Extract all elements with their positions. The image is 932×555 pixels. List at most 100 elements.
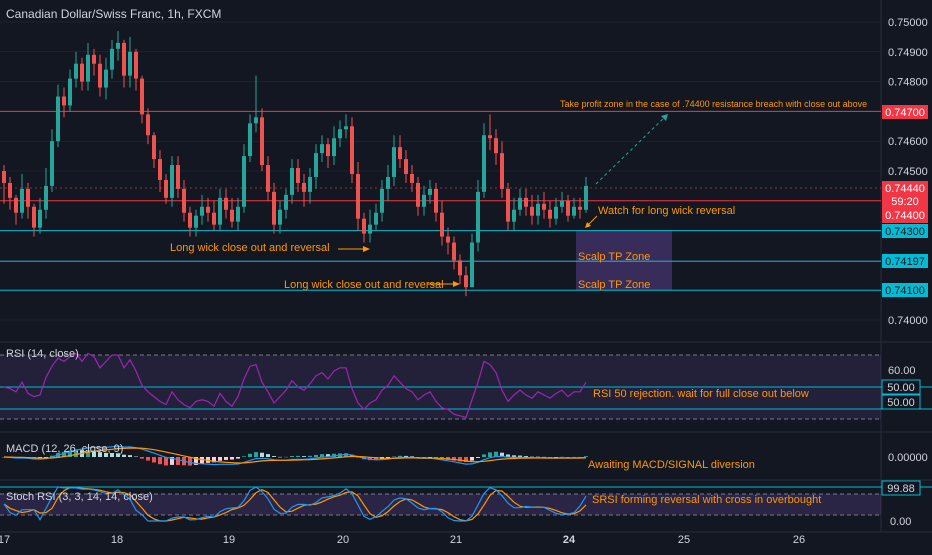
macd-bar [50, 455, 54, 457]
candle-body [68, 78, 72, 106]
candle-body [362, 218, 366, 234]
macd-bar [536, 456, 540, 458]
candle-body [194, 215, 198, 228]
badge-level-top: 0.74700 [882, 105, 928, 119]
candle-body [218, 197, 222, 225]
macd-bar [518, 455, 522, 457]
candle-body [170, 165, 174, 198]
candle-body [404, 159, 408, 174]
macd-bar [212, 457, 216, 463]
svg-text:0.74197: 0.74197 [885, 256, 925, 268]
candle-body [296, 168, 300, 183]
candle-body [284, 194, 288, 210]
candle-body [86, 54, 90, 82]
time-tick-label: 18 [111, 534, 123, 546]
candle-body [470, 242, 474, 288]
candle-body [290, 168, 294, 195]
macd-bar [122, 454, 126, 457]
candle-body [344, 126, 348, 130]
macd-bar [476, 457, 480, 458]
candlestick-series [2, 30, 588, 297]
price-tick-label: 0.74500 [888, 166, 928, 178]
time-tick-label: 19 [223, 534, 235, 546]
long-wick-arrowhead-2 [453, 281, 460, 287]
candle-body [572, 206, 576, 216]
candle-body [182, 188, 186, 213]
macd-bar [170, 457, 174, 465]
time-tick-label: 25 [678, 534, 690, 546]
candle-body [368, 224, 372, 234]
macd-bar [500, 452, 504, 457]
macd-bar [290, 455, 294, 457]
candle-body [386, 176, 390, 189]
macd-bar [374, 457, 378, 461]
macd-bar [188, 457, 192, 466]
candle-body [416, 182, 420, 207]
rsi-annotation: RSI 50 rejection. wait for full close ou… [593, 388, 809, 400]
candle-body [236, 206, 240, 222]
candle-body [224, 197, 228, 210]
macd-bar [104, 452, 108, 457]
candle-body [140, 78, 144, 115]
macd-bar [542, 456, 546, 458]
macd-bar [524, 456, 528, 457]
candle-body [128, 51, 132, 76]
candle-body [338, 129, 342, 139]
macd-bar [554, 457, 558, 458]
stoch-annotation: SRSI forming reversal with cross in over… [592, 494, 821, 506]
candle-body [308, 176, 312, 192]
rsi-line [3, 352, 587, 419]
candle-body [494, 138, 498, 154]
macd-bar [584, 456, 588, 457]
macd-line [3, 445, 587, 466]
candle-body [8, 182, 12, 198]
macd-bar [392, 456, 396, 458]
svg-text:0.74440: 0.74440 [885, 183, 925, 195]
macd-bar [92, 450, 96, 457]
macd-bar [164, 457, 168, 466]
macd-bar [236, 457, 240, 459]
projection-arrow [595, 113, 669, 185]
macd-bar [368, 457, 372, 461]
macd-bar [422, 457, 426, 458]
candle-body [434, 188, 438, 213]
macd-bar [254, 452, 258, 457]
price-tick-label: 0.74800 [888, 77, 928, 89]
candle-body [272, 191, 276, 225]
macd-bar [176, 457, 180, 465]
candle-body [392, 147, 396, 177]
macd-bar [308, 455, 312, 457]
time-axis[interactable]: 17 18 19 20 21 24 25 26 [0, 534, 805, 546]
candle-body [104, 69, 108, 88]
macd-bar [488, 452, 492, 457]
candle-body [38, 209, 42, 228]
candle-body [146, 114, 150, 136]
signal-line [3, 447, 587, 464]
candle-body [200, 206, 204, 216]
candle-body [536, 203, 540, 216]
candle-body [458, 260, 462, 276]
macd-bar [110, 453, 114, 457]
macd-bar [452, 457, 456, 461]
svg-text:0.74300: 0.74300 [885, 226, 925, 238]
macd-bar [512, 455, 516, 457]
candle-body [176, 165, 180, 189]
macd-title: MACD (12, 26, close, 9) [6, 443, 123, 455]
candle-body [260, 117, 264, 166]
price-tick-label: 0.74000 [888, 315, 928, 327]
watch-wick-annotation: Watch for long wick reversal [598, 205, 735, 217]
candle-body [92, 54, 96, 64]
candle-body [80, 63, 84, 82]
macd-bar [326, 454, 330, 457]
stoch-tick-zero: 0.00 [890, 516, 911, 528]
candle-body [398, 147, 402, 160]
projection-arrowhead [661, 114, 668, 121]
svg-text:0.74100: 0.74100 [885, 285, 925, 297]
candle-body [584, 185, 588, 210]
macd-bar [116, 453, 120, 457]
badge-level-74197: 0.74197 [882, 254, 928, 268]
price-tick-label: 0.74600 [888, 136, 928, 148]
candle-body [50, 141, 54, 186]
